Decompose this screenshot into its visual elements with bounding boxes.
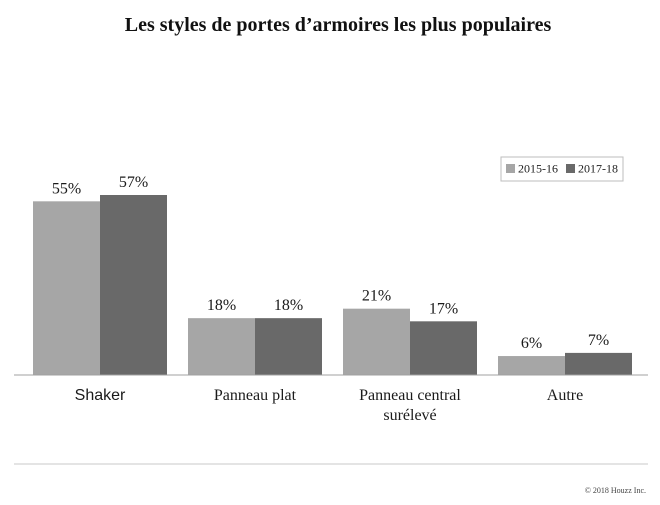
bar-2017-18-1: [255, 318, 322, 375]
bar-2017-18-3: [565, 352, 632, 375]
chart-title: Les styles de portes d’armoires les plus…: [125, 14, 552, 36]
bars-group: [33, 195, 632, 375]
bar-2017-18-0: [100, 195, 167, 375]
bar-labels-group: 55% 57% 18% 18% 21% 17% 6% 7%: [52, 174, 609, 352]
legend-swatch-2017-18: [566, 164, 575, 173]
data-label-2015-16-3: 6%: [521, 335, 542, 352]
bar-2015-16-2: [343, 308, 410, 375]
bar-2017-18-2: [410, 321, 477, 375]
data-label-2017-18-3: 7%: [588, 332, 609, 349]
category-label-2-0: Panneau central: [359, 387, 461, 404]
category-labels-group: Shaker Panneau plat Panneau central surélev…: [75, 387, 584, 424]
legend-label-2015-16: 2015-16: [518, 162, 558, 176]
category-label-0-0: Shaker: [75, 387, 126, 404]
data-label-2015-16-2: 21%: [362, 288, 391, 305]
data-label-2015-16-1: 18%: [207, 297, 236, 314]
category-label-1-0: Panneau plat: [214, 387, 297, 404]
category-label-3-0: Autre: [547, 387, 583, 404]
copyright-text: © 2018 Houzz Inc.: [585, 486, 646, 495]
data-label-2017-18-0: 57%: [119, 174, 148, 191]
bar-2015-16-1: [188, 318, 255, 375]
data-label-2017-18-1: 18%: [274, 297, 303, 314]
bar-2015-16-3: [498, 356, 565, 375]
legend-box: [500, 156, 624, 182]
legend-swatch-2015-16: [506, 164, 515, 173]
data-label-2017-18-2: 17%: [429, 300, 458, 317]
data-label-2015-16-0: 55%: [52, 180, 81, 197]
category-label-2-1: surélevé: [383, 407, 436, 424]
legend-label-2017-18: 2017-18: [578, 162, 618, 176]
bar-2015-16-0: [33, 201, 100, 375]
legend: 2015-16 2017-18: [500, 156, 624, 182]
